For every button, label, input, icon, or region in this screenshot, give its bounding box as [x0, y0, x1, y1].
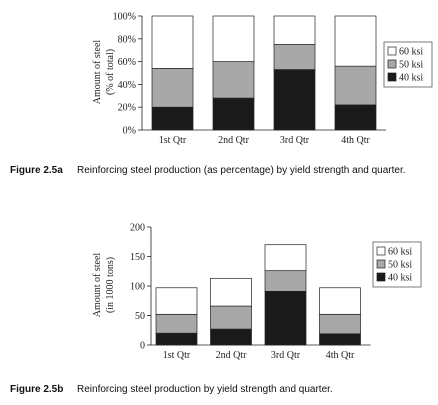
chart-b-bar-50-ksi-2 — [210, 305, 252, 330]
chart-a-legend: 60 ksi 50 ksi 40 ksi — [383, 41, 433, 88]
chart-a: 1st Qtr 2nd Qtr 3rd Qtr 4th Qtr 0% 20% 40% 60% 8… — [92, 12, 433, 146]
chart-b-bar-50-ksi-4 — [319, 313, 361, 335]
chart-b-category-label: 3rd Qtr — [271, 350, 301, 361]
chart-b-ylabel-line2: (in 1000 tons) — [105, 257, 116, 313]
chart-a-bar-60-ksi-4 — [334, 15, 377, 67]
chart-a-category-label: 2nd Qtr — [218, 135, 250, 146]
chart-b-legend-swatch — [376, 246, 386, 256]
chart-a-y-tick-label: 60% — [118, 57, 136, 68]
chart-a-legend-swatch — [387, 72, 397, 82]
chart-b-legend-label: 40 ksi — [388, 273, 412, 284]
chart-a-category-label: 1st Qtr — [159, 135, 187, 146]
chart-b-category-label: 1st Qtr — [163, 350, 191, 361]
chart-a-ylabel-line1: Amount of steel — [92, 40, 103, 105]
chart-a-bar-40-ksi-3 — [273, 69, 316, 131]
chart-a-bar-40-ksi-2 — [212, 97, 255, 131]
chart-b-bar-40-ksi-4 — [319, 333, 361, 346]
chart-a-category-label: 4th Qtr — [341, 135, 370, 146]
chart-a-caption-label: Figure 2.5a — [10, 165, 63, 176]
chart-a-legend-swatch — [387, 59, 397, 69]
chart-b-legend-label: 60 ksi — [388, 247, 412, 258]
chart-a-y-tick-label: 100% — [113, 12, 136, 23]
chart-a-caption-text: Reinforcing steel production (as percent… — [77, 165, 406, 176]
chart-b-y-tick-label: 150 — [130, 252, 145, 263]
chart-b-y-tick-label: 100 — [130, 282, 145, 293]
chart-a-bars — [151, 15, 377, 131]
chart-a-bar-50-ksi-1 — [151, 68, 194, 108]
chart-b-ylabel-line1: Amount of steel — [92, 253, 103, 318]
chart-b-bar-40-ksi-3 — [264, 290, 307, 346]
chart-a-y-tick-label: 80% — [118, 34, 136, 45]
chart-a-ylabel-line2: (% of total) — [105, 49, 116, 95]
chart-a-legend-label: 40 ksi — [399, 73, 423, 84]
chart-b-legend-swatch — [376, 259, 386, 269]
chart-b-y-tick-label: 200 — [130, 223, 145, 234]
chart-b-category-label: 4th Qtr — [326, 350, 355, 361]
chart-b-bar-40-ksi-1 — [155, 332, 198, 346]
chart-a-bar-60-ksi-3 — [273, 15, 316, 45]
chart-b-caption-text: Reinforcing steel production by yield st… — [77, 384, 333, 395]
chart-a-bar-50-ksi-4 — [334, 65, 377, 106]
chart-b: 1st Qtr 2nd Qtr 3rd Qtr 4th Qtr 0 50 100 150 200… — [92, 223, 422, 361]
chart-b-bar-60-ksi-3 — [264, 244, 307, 272]
chart-b-bar-60-ksi-4 — [319, 287, 361, 315]
chart-b-bar-50-ksi-1 — [155, 313, 198, 334]
chart-b-legend: 60 ksi 50 ksi 40 ksi — [372, 241, 422, 288]
chart-b-category-label: 2nd Qtr — [216, 350, 248, 361]
chart-a-axis: 1st Qtr 2nd Qtr 3rd Qtr 4th Qtr 0% 20% 40% 60% 8… — [113, 12, 386, 146]
chart-b-bar-40-ksi-2 — [210, 328, 252, 346]
chart-b-y-tick-label: 50 — [135, 311, 145, 322]
chart-b-legend-swatch — [376, 272, 386, 282]
chart-a-bar-60-ksi-1 — [151, 15, 194, 69]
chart-a-bar-50-ksi-3 — [273, 44, 316, 70]
chart-a-bar-40-ksi-1 — [151, 106, 194, 131]
chart-b-legend-label: 50 ksi — [388, 260, 412, 271]
chart-a-legend-label: 60 ksi — [399, 47, 423, 58]
chart-b-caption-label: Figure 2.5b — [10, 384, 63, 395]
chart-b-bars — [155, 244, 361, 346]
chart-a-y-tick-label: 20% — [118, 103, 136, 114]
chart-b-bar-50-ksi-3 — [264, 270, 307, 292]
chart-b-axis: 1st Qtr 2nd Qtr 3rd Qtr 4th Qtr 0 50 100 150 200 — [130, 223, 371, 361]
chart-b-y-tick-label: 0 — [140, 341, 145, 352]
chart-b-bar-60-ksi-1 — [155, 287, 198, 315]
chart-a-category-label: 3rd Qtr — [280, 135, 310, 146]
chart-a-legend-label: 50 ksi — [399, 60, 423, 71]
chart-b-bar-60-ksi-2 — [210, 277, 252, 307]
chart-a-y-tick-label: 0% — [123, 126, 136, 137]
chart-a-bar-50-ksi-2 — [212, 61, 255, 99]
chart-a-bar-40-ksi-4 — [334, 104, 377, 131]
chart-a-bar-60-ksi-2 — [212, 15, 255, 62]
chart-a-y-tick-label: 40% — [118, 80, 136, 91]
chart-a-legend-swatch — [387, 46, 397, 56]
